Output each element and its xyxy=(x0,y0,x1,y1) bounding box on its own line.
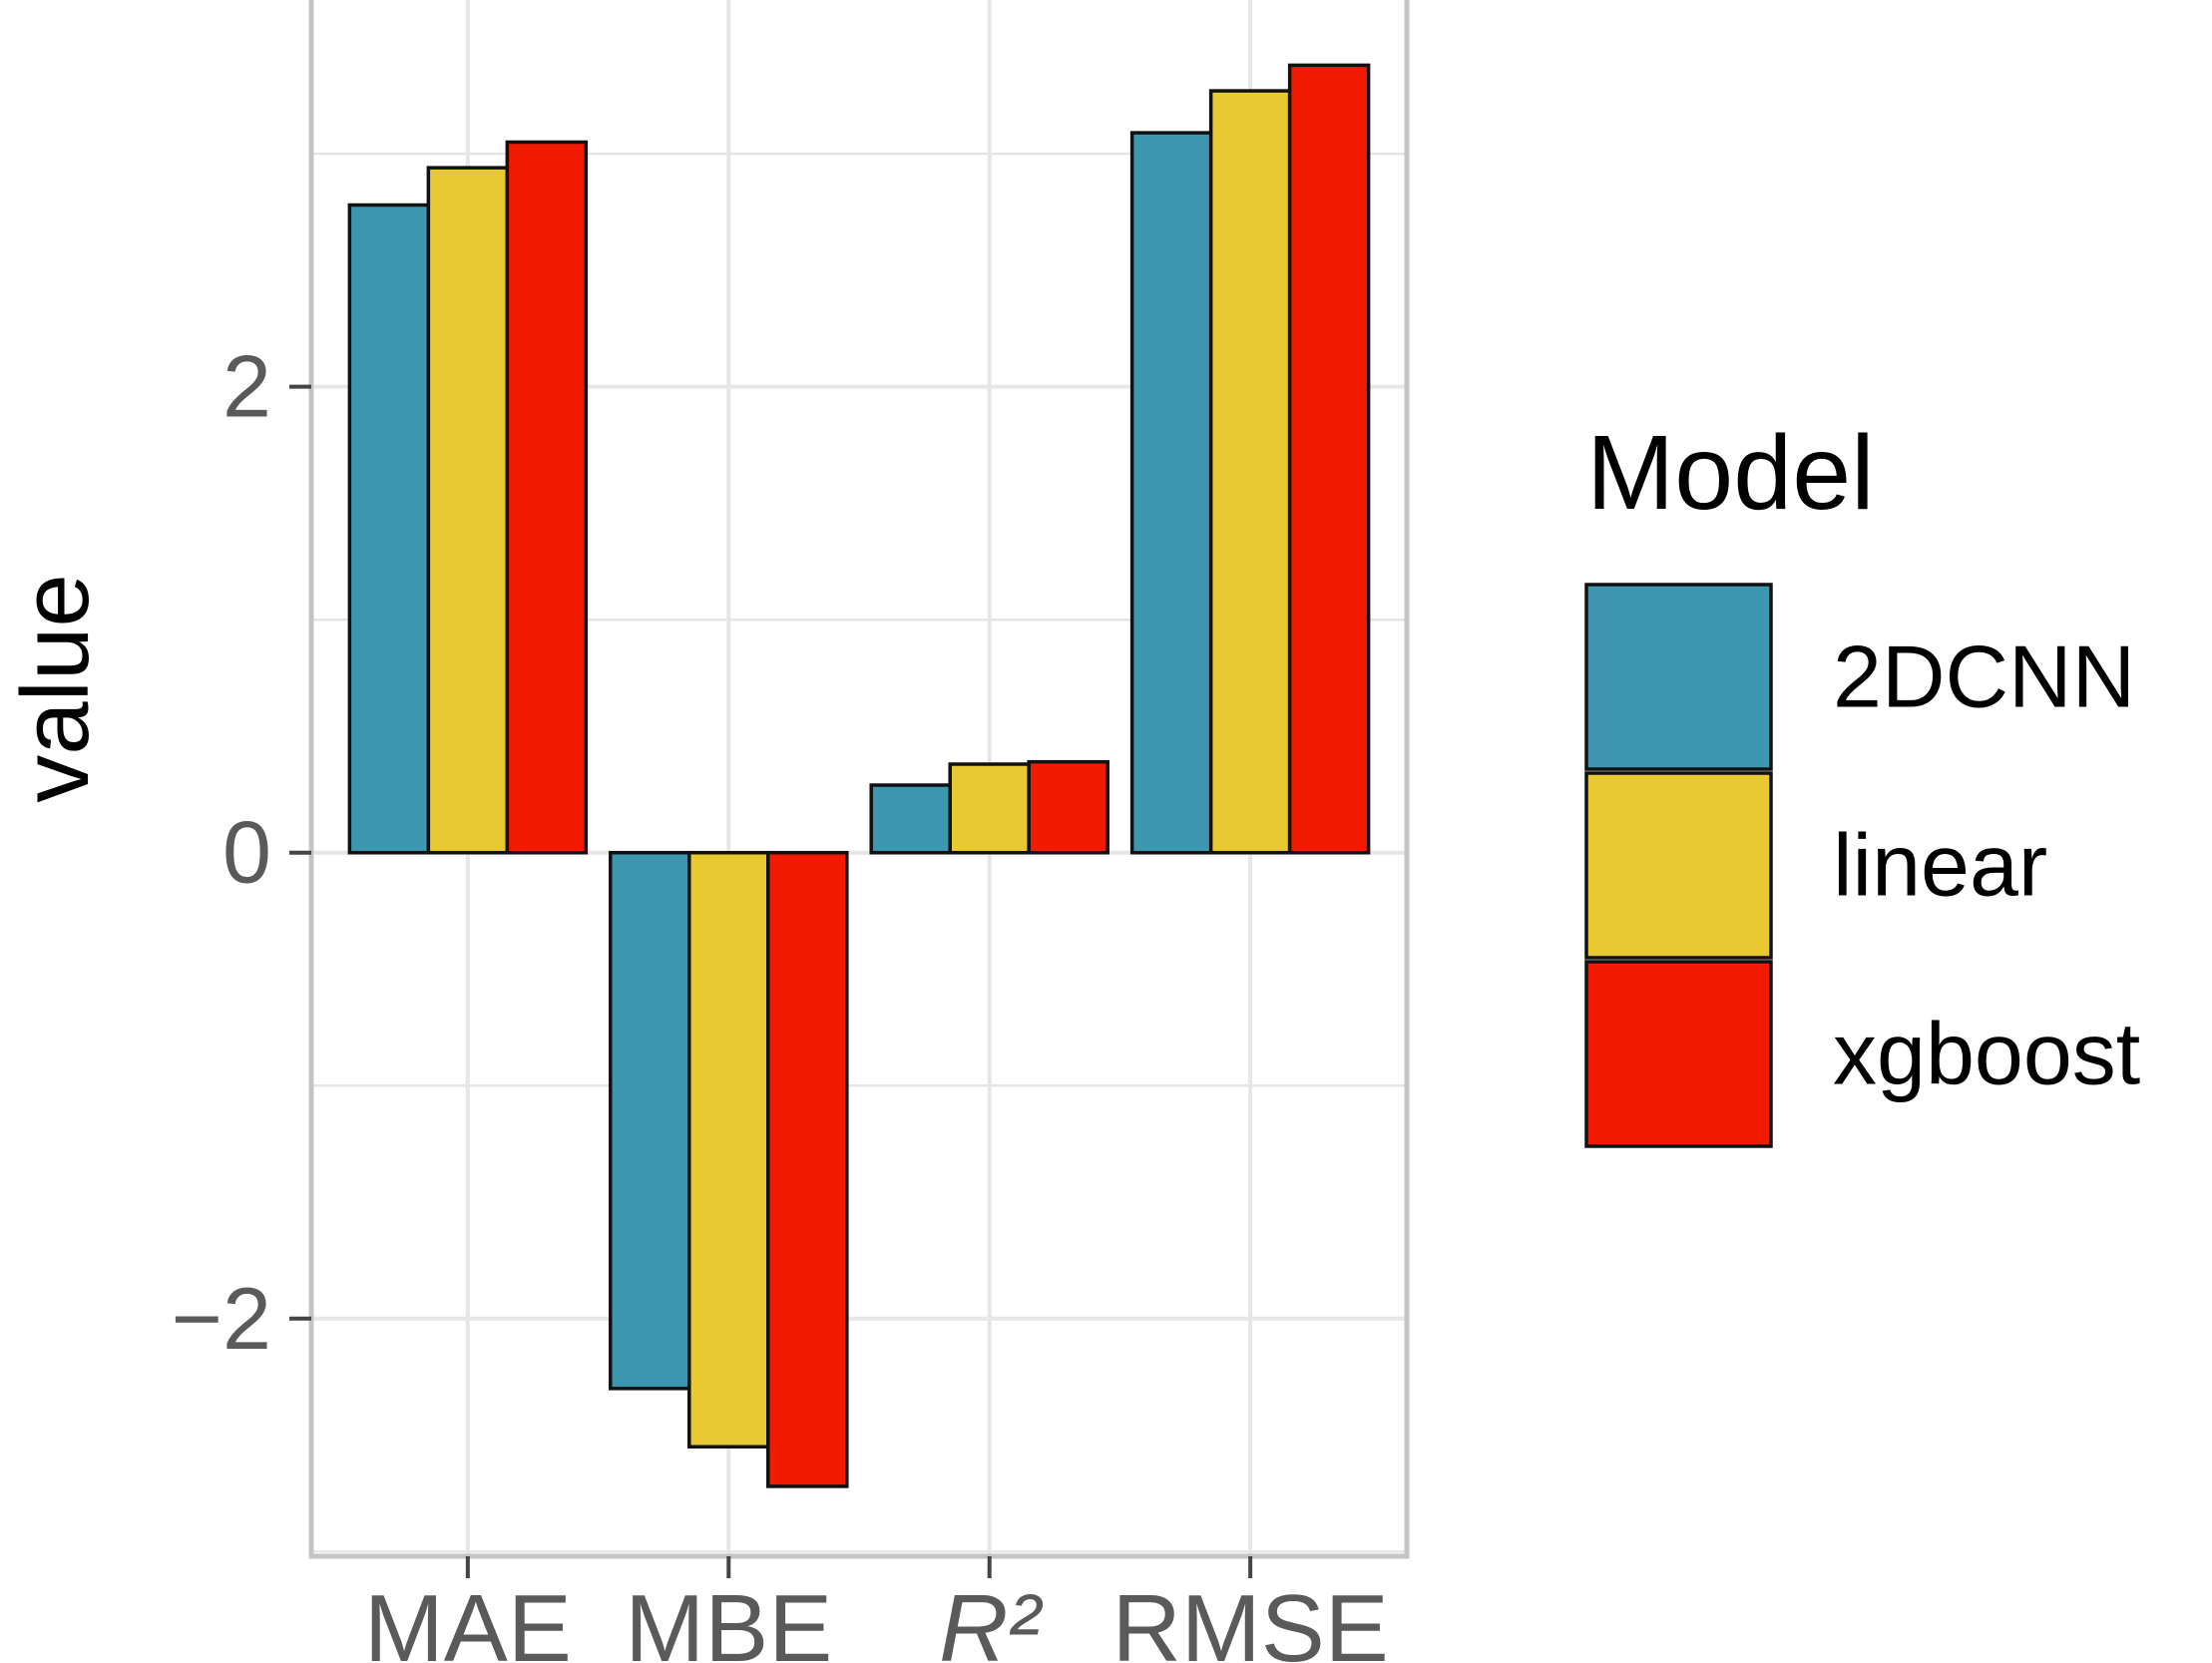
legend-key-2dcnn xyxy=(1584,583,1773,771)
panel-border xyxy=(308,0,1410,1559)
bar-linear-mae xyxy=(426,166,510,855)
legend-title: Model xyxy=(1586,414,1875,532)
bar-2dcnn-mae xyxy=(347,203,431,855)
bar-2dcnn-r xyxy=(869,783,952,855)
legend-key-xgboost xyxy=(1584,960,1773,1148)
bar-linear-rmse xyxy=(1208,89,1292,855)
y-axis-title: value xyxy=(2,574,109,803)
y-tick-label: 0 xyxy=(222,803,271,902)
legend-key-linear xyxy=(1584,771,1773,960)
bar-2dcnn-mbe xyxy=(609,850,691,1391)
bar-xgboost-rmse xyxy=(1287,63,1371,855)
bar-2dcnn-rmse xyxy=(1129,131,1213,855)
y-tick-label: −2 xyxy=(172,1269,271,1368)
bar-xgboost-r xyxy=(1027,759,1109,855)
legend-label-xgboost: xgboost xyxy=(1833,1005,2140,1103)
bar-xgboost-mae xyxy=(505,140,589,855)
legend-label-linear: linear xyxy=(1833,816,2047,915)
axes: −2 0 2 MAE MBE R² RMSE xyxy=(172,337,1389,1663)
legend: Model 2DCNN linear xgboost xyxy=(1584,414,2140,1148)
x-tick-label: RMSE xyxy=(1111,1575,1388,1663)
bar-xgboost-mbe xyxy=(766,850,849,1488)
x-tick-label: MAE xyxy=(364,1575,572,1663)
x-tick-label: MBE xyxy=(625,1575,832,1663)
bar-linear-r xyxy=(948,762,1031,855)
y-tick-label: 2 xyxy=(222,337,271,436)
x-tick-label: R² xyxy=(939,1575,1043,1663)
bar-linear-mbe xyxy=(687,850,770,1449)
bars xyxy=(347,63,1371,1488)
legend-label-2dcnn: 2DCNN xyxy=(1833,627,2135,726)
